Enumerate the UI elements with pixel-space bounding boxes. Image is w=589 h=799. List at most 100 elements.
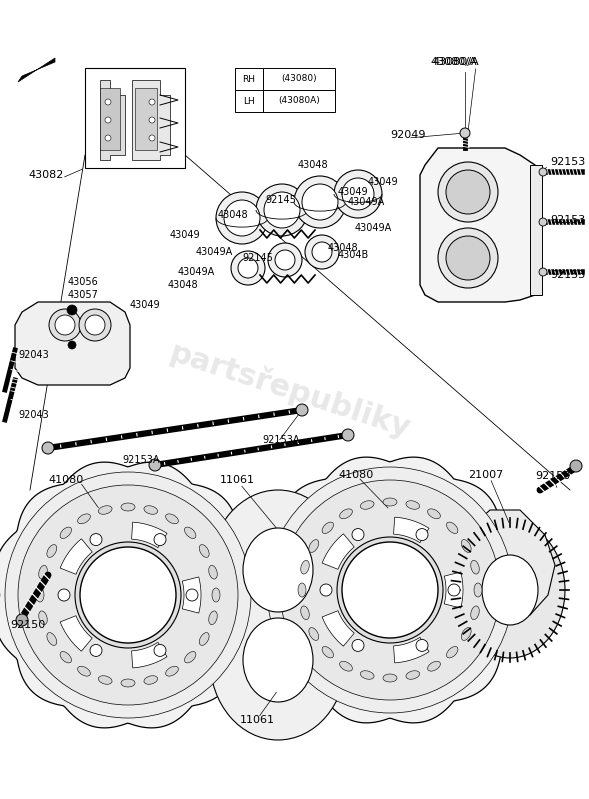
Circle shape: [539, 218, 547, 226]
Circle shape: [342, 429, 354, 441]
Ellipse shape: [446, 522, 458, 534]
Ellipse shape: [209, 611, 217, 625]
Circle shape: [342, 542, 438, 638]
Text: 41080: 41080: [338, 470, 373, 480]
Polygon shape: [18, 58, 55, 82]
Circle shape: [446, 170, 490, 214]
Circle shape: [438, 162, 498, 222]
Text: LH: LH: [243, 97, 255, 105]
Ellipse shape: [60, 651, 71, 663]
Ellipse shape: [298, 583, 306, 597]
Ellipse shape: [383, 674, 397, 682]
Circle shape: [264, 192, 300, 228]
Circle shape: [334, 170, 382, 218]
Circle shape: [75, 542, 181, 648]
Polygon shape: [60, 539, 92, 574]
Circle shape: [280, 480, 500, 700]
Circle shape: [90, 645, 102, 657]
Ellipse shape: [340, 509, 352, 519]
Ellipse shape: [243, 528, 313, 612]
Text: 21007: 21007: [468, 470, 503, 480]
Circle shape: [448, 584, 460, 596]
Circle shape: [80, 547, 176, 643]
Text: 43049: 43049: [130, 300, 161, 310]
Text: 43048: 43048: [168, 280, 198, 290]
Circle shape: [149, 135, 155, 141]
Text: 92153: 92153: [550, 215, 585, 225]
Polygon shape: [420, 148, 540, 302]
Ellipse shape: [383, 498, 397, 506]
Ellipse shape: [184, 651, 196, 663]
Circle shape: [231, 251, 265, 285]
Ellipse shape: [428, 662, 441, 671]
Bar: [85, 68, 185, 168]
Ellipse shape: [243, 618, 313, 702]
Ellipse shape: [98, 676, 112, 684]
Polygon shape: [131, 523, 167, 547]
Ellipse shape: [47, 545, 57, 558]
Circle shape: [105, 99, 111, 105]
Circle shape: [460, 128, 470, 138]
Ellipse shape: [461, 628, 471, 640]
Text: 43048: 43048: [298, 160, 329, 170]
Circle shape: [302, 184, 338, 220]
Circle shape: [68, 341, 76, 349]
Text: 92043: 92043: [18, 350, 49, 360]
Text: 43082: 43082: [28, 170, 64, 180]
Ellipse shape: [210, 490, 346, 650]
Polygon shape: [0, 462, 261, 728]
Circle shape: [342, 178, 374, 210]
Ellipse shape: [482, 555, 538, 625]
Text: 43048: 43048: [218, 210, 249, 220]
Bar: [135, 88, 157, 150]
Polygon shape: [132, 80, 170, 160]
Polygon shape: [322, 534, 354, 570]
Circle shape: [416, 639, 428, 651]
Circle shape: [85, 315, 105, 335]
Text: 43049A: 43049A: [348, 197, 385, 207]
Circle shape: [186, 589, 198, 601]
Ellipse shape: [121, 679, 135, 687]
Circle shape: [18, 485, 238, 705]
Bar: [263, 90, 335, 112]
Ellipse shape: [301, 606, 309, 619]
Circle shape: [16, 614, 28, 626]
Text: 43057: 43057: [68, 290, 99, 300]
Polygon shape: [444, 572, 463, 608]
Circle shape: [256, 184, 308, 236]
Text: 92049: 92049: [390, 130, 425, 140]
Text: 43080/A: 43080/A: [432, 57, 479, 67]
Text: 92153: 92153: [550, 157, 585, 167]
Polygon shape: [257, 457, 523, 723]
Circle shape: [570, 460, 582, 472]
Text: RH: RH: [243, 74, 256, 84]
Circle shape: [49, 309, 81, 341]
Circle shape: [42, 442, 54, 454]
Text: 92145: 92145: [265, 195, 296, 205]
Circle shape: [216, 192, 268, 244]
Text: 43080/A: 43080/A: [430, 57, 477, 67]
Ellipse shape: [144, 676, 158, 684]
Text: 43056: 43056: [68, 277, 99, 287]
Polygon shape: [60, 616, 92, 651]
Circle shape: [305, 235, 339, 269]
Ellipse shape: [212, 588, 220, 602]
Text: 11061: 11061: [220, 475, 255, 485]
Ellipse shape: [309, 539, 319, 552]
Polygon shape: [100, 80, 125, 160]
Circle shape: [5, 472, 251, 718]
Circle shape: [296, 404, 308, 416]
Text: 92153: 92153: [550, 270, 585, 280]
Ellipse shape: [39, 566, 47, 579]
Ellipse shape: [309, 628, 319, 640]
Text: 92150: 92150: [10, 620, 45, 630]
Ellipse shape: [78, 666, 90, 676]
Circle shape: [446, 236, 490, 280]
Circle shape: [539, 168, 547, 176]
Bar: [530, 165, 542, 295]
Ellipse shape: [121, 503, 135, 511]
Ellipse shape: [184, 527, 196, 539]
Text: 4304B: 4304B: [338, 250, 369, 260]
Text: 43049: 43049: [170, 230, 201, 240]
Polygon shape: [393, 638, 429, 663]
